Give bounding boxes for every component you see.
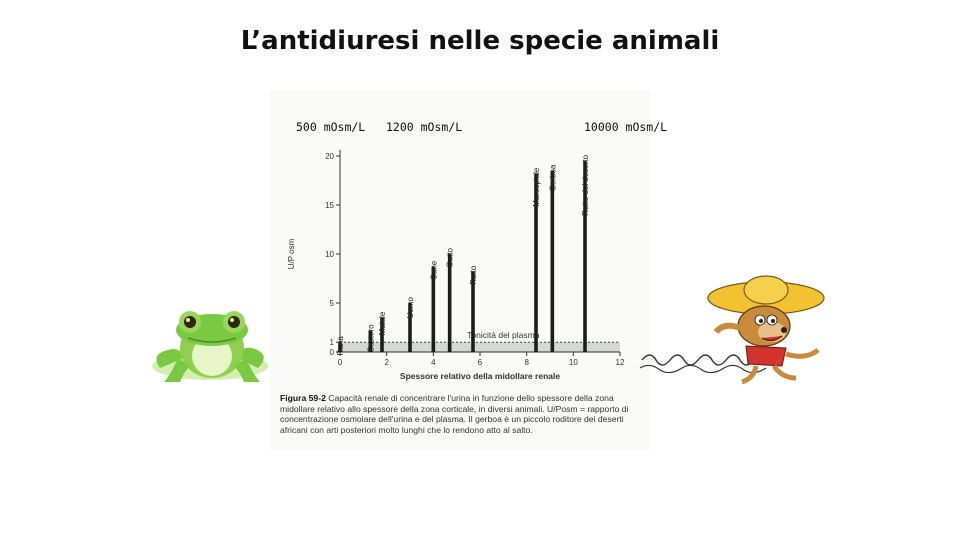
bar xyxy=(550,170,555,352)
bar xyxy=(447,254,452,352)
bar xyxy=(471,271,475,352)
caption-text: Capacità renale di concentrare l'urina i… xyxy=(280,393,629,435)
bar xyxy=(338,342,342,352)
osm-label-10000: 10000 mOsm/L xyxy=(584,120,668,134)
y-axis-label: U/P osm xyxy=(287,238,296,269)
bar xyxy=(534,173,538,352)
y-tick-label: 20 xyxy=(325,152,334,161)
bar-label: Ratto xyxy=(469,265,478,285)
bar-label: Maiale xyxy=(378,311,387,335)
bar xyxy=(408,303,412,352)
bar-label: Castoro xyxy=(366,324,375,353)
frog-illustration xyxy=(152,311,268,382)
osm-label-500: 500 mOsm/L xyxy=(296,120,366,134)
plasma-reference-label: Tonicità del plasma xyxy=(467,330,540,340)
figure-caption: Figura 59-2 Capacità renale di concentra… xyxy=(280,393,650,435)
osm-label-1200: 1200 mOsm/L xyxy=(386,120,463,134)
x-tick-label: 4 xyxy=(431,358,436,367)
slide-title: L’antidiuresi nelle specie animali xyxy=(240,26,720,56)
x-tick-label: 0 xyxy=(338,358,343,367)
y-tick-label: 1 xyxy=(330,338,335,347)
y-tick-label: 10 xyxy=(325,250,334,259)
y-tick-label: 5 xyxy=(330,299,335,308)
bar-label: Ratto del deserto xyxy=(581,154,590,215)
bar-label: Gatto xyxy=(446,247,455,267)
bar-label: Cane xyxy=(429,260,438,280)
x-axis-label: Spessore relativo della midollare renale xyxy=(400,371,560,381)
plasma-band xyxy=(340,342,620,352)
y-tick-label: 0 xyxy=(330,348,335,357)
bar-label: Uomo xyxy=(406,296,415,318)
x-tick-label: 8 xyxy=(524,358,529,367)
bar xyxy=(380,317,384,352)
x-tick-label: 6 xyxy=(478,358,483,367)
bar-label: Marsupiale xyxy=(532,167,541,207)
y-tick-label: 15 xyxy=(325,201,334,210)
caption-label: Figura 59-2 xyxy=(280,393,326,403)
bar-label: Gerboa xyxy=(548,164,557,191)
speedy-mouse-illustration xyxy=(639,275,825,385)
bar xyxy=(368,330,373,352)
bar-label: Rana xyxy=(336,336,345,356)
x-tick-label: 2 xyxy=(384,358,389,367)
bar xyxy=(431,266,436,352)
x-tick-label: 10 xyxy=(569,358,578,367)
bar xyxy=(583,160,587,352)
x-tick-label: 12 xyxy=(616,358,625,367)
